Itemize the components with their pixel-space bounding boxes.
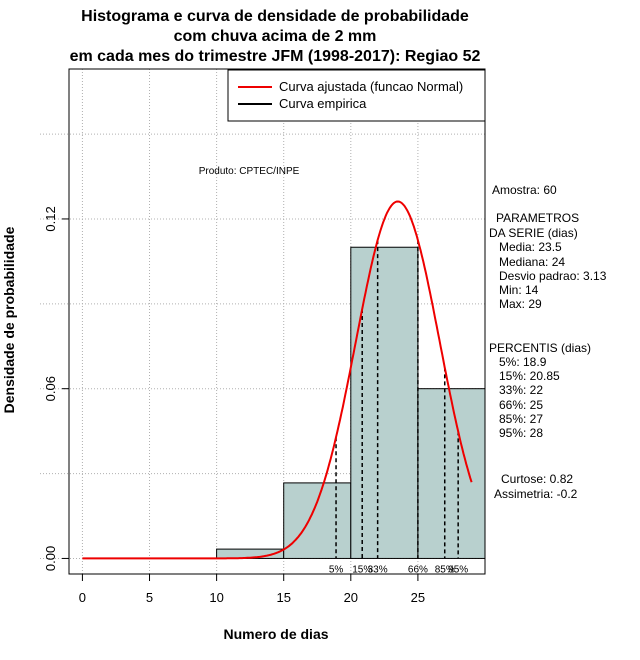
stat-parametros-heading: PARAMETROS — [496, 211, 579, 225]
stat-p5: 5%: 18.9 — [499, 355, 547, 369]
legend-label-fitted: Curva ajustada (funcao Normal) — [279, 79, 463, 94]
percentile-label-3: 66% — [408, 564, 428, 575]
y-tick-label-1: 0.06 — [43, 376, 58, 401]
legend-label-empirical: Curva empirica — [279, 96, 367, 111]
stat-p33: 33%: 22 — [499, 383, 543, 397]
stat-p85: 85%: 27 — [499, 412, 543, 426]
normal-fit-curve — [82, 200, 473, 560]
x-axis: 0 5 10 15 20 25 — [79, 573, 425, 605]
x-tick-label-3: 15 — [276, 590, 290, 605]
x-tick-label-2: 10 — [209, 590, 223, 605]
stat-max: Max: 29 — [499, 297, 542, 311]
stat-p95: 95%: 28 — [499, 426, 543, 440]
stat-assimetria: Assimetria: -0.2 — [494, 487, 578, 501]
y-axis-title: Densidade de probabilidade — [1, 226, 17, 413]
chart-title-line-3: em cada mes do trimestre JFM (1998-2017)… — [70, 48, 481, 65]
legend: Curva ajustada (funcao Normal) Curva emp… — [227, 69, 486, 122]
stat-percentis-heading: PERCENTIS (dias) — [489, 341, 591, 355]
x-tick-label-0: 0 — [79, 590, 86, 605]
produto-label: Produto: CPTEC/INPE — [199, 166, 300, 177]
stat-amostra: Amostra: 60 — [492, 183, 557, 197]
x-tick-label-4: 20 — [344, 590, 358, 605]
chart-title-line-2: com chuva acima de 2 mm — [174, 28, 377, 45]
histogram-bar-2 — [350, 246, 419, 559]
legend-box — [227, 69, 486, 122]
stat-curtose: Curtose: 0.82 — [501, 472, 573, 486]
percentile-label-4: 85% — [435, 564, 455, 575]
histogram-bar-1 — [283, 482, 352, 559]
percentile-label-5: 95% — [448, 564, 468, 575]
chart-title-line-1: Histograma e curva de densidade de proba… — [81, 8, 469, 25]
percentile-label-1: 15% — [352, 564, 372, 575]
x-tick-label-1: 5 — [146, 590, 153, 605]
percentile-lines: 5% 15%33% 66% 85%95% — [329, 240, 468, 575]
x-tick-label-5: 25 — [411, 590, 425, 605]
histogram-bar-3 — [417, 388, 486, 559]
stat-desvio: Desvio padrao: 3.13 — [499, 269, 607, 283]
percentile-label-2: 33% — [368, 564, 388, 575]
y-tick-label-2: 0.12 — [43, 206, 58, 231]
stat-media: Media: 23.5 — [499, 240, 562, 254]
y-tick-label-0: 0.00 — [43, 546, 58, 571]
stats-panel: Amostra: 60 PARAMETROS DA SERIE (dias) M… — [489, 183, 607, 501]
percentile-label-0: 5% — [329, 564, 344, 575]
stat-mediana: Mediana: 24 — [499, 255, 565, 269]
stat-min: Min: 14 — [499, 283, 539, 297]
stat-p66: 66%: 25 — [499, 398, 543, 412]
x-axis-title: Numero de dias — [223, 626, 328, 642]
stat-p15: 15%: 20.85 — [499, 369, 560, 383]
stat-parametros-subheading: DA SERIE (dias) — [489, 226, 578, 240]
y-axis: 0.00 0.06 0.12 — [43, 206, 70, 571]
